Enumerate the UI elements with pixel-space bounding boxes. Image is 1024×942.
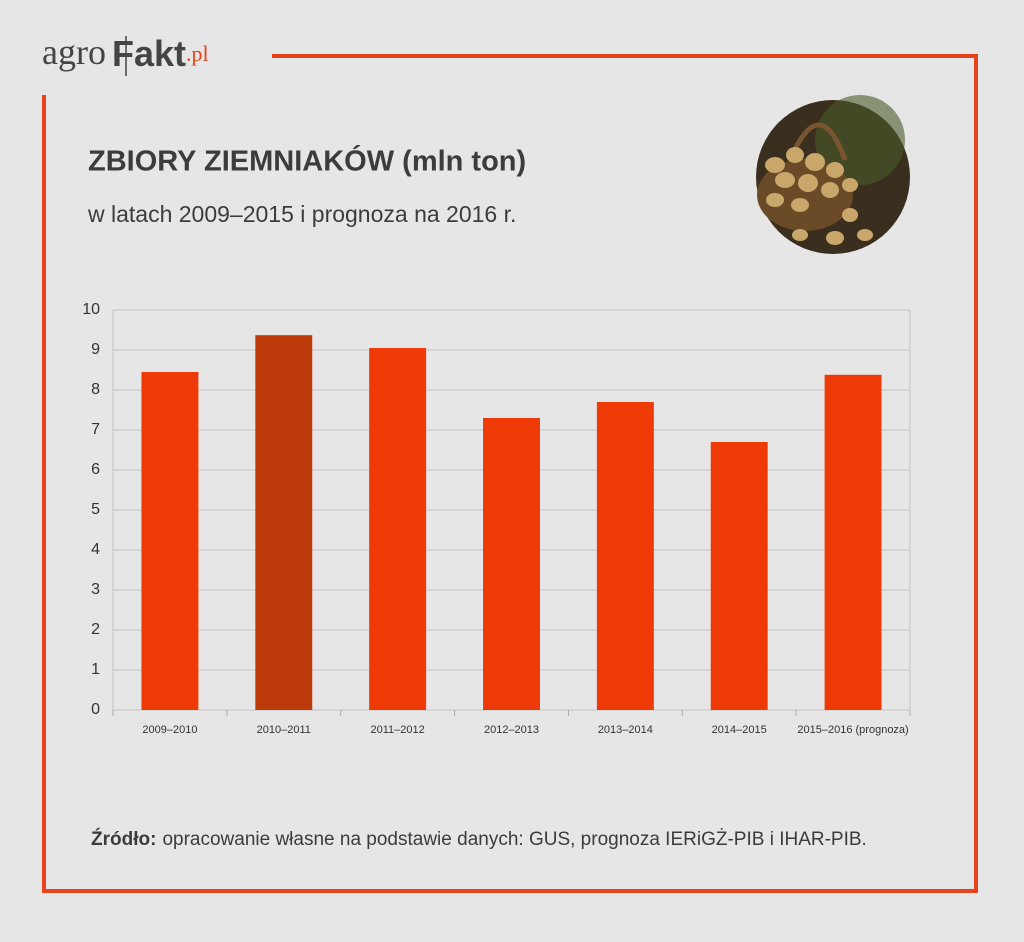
- x-tick-label: 2011–2012: [371, 724, 425, 736]
- y-tick-label: 8: [91, 381, 100, 398]
- chart-subtitle: w latach 2009–2015 i prognoza na 2016 r.: [87, 201, 516, 227]
- y-tick-label: 5: [91, 501, 100, 518]
- y-tick-label: 7: [91, 421, 100, 438]
- y-tick-label: 9: [91, 341, 100, 358]
- chart-title: ZBIORY ZIEMNIAKÓW (mln ton): [88, 144, 526, 178]
- bar: [596, 402, 654, 710]
- bar: [141, 372, 199, 710]
- y-tick-label: 1: [91, 661, 100, 678]
- logo-fakt: Fakt: [112, 33, 186, 74]
- logo: agro Fakt.pl: [42, 32, 209, 73]
- y-tick-label: 4: [91, 541, 100, 558]
- x-tick-label: 2015–2016 (prognoza): [797, 724, 908, 736]
- y-tick-label: 10: [82, 301, 100, 318]
- frame: [42, 54, 978, 893]
- x-tick-label: 2014–2015: [712, 724, 767, 736]
- y-tick-label: 3: [91, 581, 100, 598]
- bar: [710, 442, 768, 710]
- bar: [483, 418, 540, 710]
- x-tick-label: 2013–2014: [598, 724, 653, 736]
- y-tick-label: 6: [91, 461, 100, 478]
- logo-pl: .pl: [186, 41, 209, 66]
- source: Źródło: opracowanie własne na podstawie d…: [91, 828, 867, 850]
- logo-agro: agro: [42, 32, 106, 72]
- x-tick-label: 2009–2010: [142, 724, 197, 736]
- x-tick-label: 2012–2013: [484, 724, 539, 736]
- source-label: Źródło:: [91, 828, 156, 850]
- bar: [824, 374, 882, 710]
- photo: [756, 95, 910, 254]
- x-tick-label: 2010–2011: [257, 724, 311, 736]
- bar: [255, 335, 313, 710]
- source-text: opracowanie własne na podstawie danych: …: [162, 829, 866, 850]
- y-tick-label: 0: [91, 701, 100, 718]
- bar: [369, 348, 427, 710]
- y-tick-label: 2: [91, 621, 100, 638]
- plot: 0 1 2 3 4 5 6 7 8 9 10 2009–2010 2010–2011 2011–2012 2…: [82, 301, 911, 736]
